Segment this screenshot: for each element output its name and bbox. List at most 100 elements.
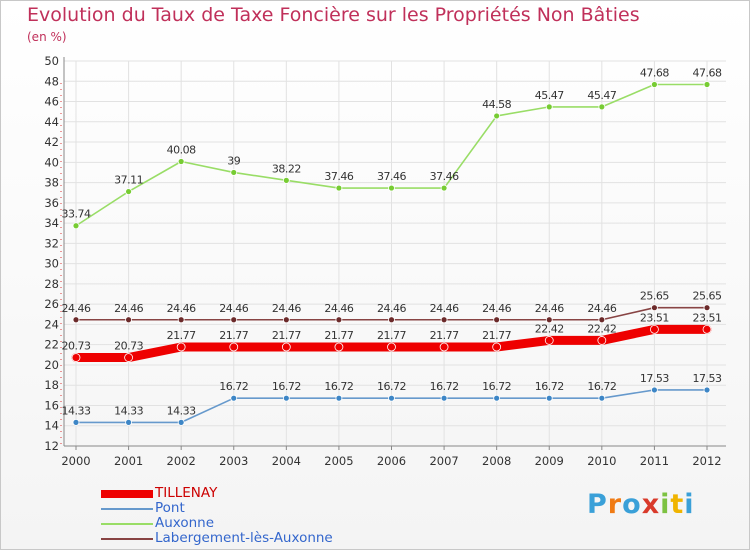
data-label: 24.46 [430,302,459,315]
data-point [702,324,712,334]
data-point [598,103,606,111]
legend-label: Pont [155,500,185,516]
data-point [177,158,185,165]
data-label: 24.46 [377,302,406,315]
data-point [492,342,502,352]
x-tick-label: 2009 [535,454,564,468]
legend-label: Auxonne [155,515,215,531]
data-point [281,342,291,352]
data-label: 44.58 [482,98,511,111]
data-point [282,394,290,402]
logo-letter: o [622,489,642,520]
data-point [388,184,395,192]
data-label: 21.77 [272,329,301,342]
data-label: 16.72 [535,380,564,393]
chart-title: Evolution du Taux de Taxe Foncière sur l… [27,4,640,26]
data-label: 33.74 [62,208,91,221]
data-label: 20.73 [114,340,143,353]
data-point [703,304,711,312]
data-point [177,418,185,426]
data-label: 14.33 [62,404,91,417]
data-point [72,222,80,230]
y-tick-label: 40 [44,155,59,169]
data-point [440,184,448,192]
data-label: 16.72 [587,380,616,393]
data-point [597,336,607,345]
data-label: 24.46 [167,302,196,315]
data-point [440,394,448,402]
data-label: 21.77 [324,329,353,342]
logo-letter: t [670,489,685,520]
data-label: 39 [227,154,240,167]
y-tick-label: 18 [44,378,59,392]
data-point [651,81,658,88]
data-label: 24.46 [272,302,301,315]
data-point [125,418,132,426]
data-point [230,394,238,402]
data-label: 20.73 [62,340,91,353]
data-label: 16.72 [377,380,406,393]
y-tick-label: 50 [44,54,59,68]
data-point [545,103,553,111]
data-label: 21.77 [377,329,406,342]
x-tick-label: 2008 [482,454,511,468]
data-point [545,316,553,324]
data-label: 24.46 [62,302,91,315]
data-label: 24.46 [587,302,616,315]
data-point [230,169,238,176]
data-label: 24.46 [482,302,511,315]
x-tick-label: 2004 [272,454,301,468]
data-point [703,386,711,394]
x-tick-label: 2005 [324,454,353,468]
legend-swatch [101,523,153,525]
data-label: 22.42 [535,322,564,335]
data-point [493,112,501,120]
data-label: 24.46 [219,302,248,315]
logo-letter: i [684,489,695,520]
x-tick-label: 2010 [587,454,616,468]
y-tick-label: 32 [44,236,59,250]
x-tick-label: 2001 [114,454,143,468]
data-point [176,342,186,352]
data-label: 17.53 [640,372,669,385]
legend-swatch [101,508,153,510]
data-label: 40.08 [167,144,196,157]
legend-label: TILLENAY [155,485,218,501]
x-tick-label: 2006 [377,454,406,468]
data-point [703,81,711,88]
y-tick-label: 26 [44,297,59,311]
logo-letter: x [641,489,661,520]
y-tick-label: 22 [44,338,59,352]
data-point [544,336,554,345]
data-label: 45.47 [587,89,616,102]
x-tick-label: 2012 [692,454,721,468]
data-point [335,394,343,402]
legend-swatch [101,538,153,540]
data-point [230,316,238,324]
x-tick-label: 2002 [167,454,196,468]
data-point [651,304,658,312]
data-label: 37.46 [324,170,353,183]
data-label: 16.72 [219,380,248,393]
data-point [440,316,448,324]
data-label: 21.77 [430,329,459,342]
data-label: 21.77 [167,329,196,342]
data-label: 21.77 [219,329,248,342]
proxiti-logo: Proxiti [587,489,695,520]
data-point [124,353,133,362]
y-tick-label: 30 [44,257,59,271]
data-label: 37.11 [114,174,143,187]
data-label: 24.46 [324,302,353,315]
data-label: 16.72 [482,380,511,393]
y-tick-label: 34 [44,216,59,230]
x-tick-label: 2007 [429,454,458,468]
y-tick-label: 28 [44,277,59,291]
y-tick-label: 36 [44,196,59,210]
x-tick-label: 2011 [640,454,669,468]
logo-letter: r [607,489,623,520]
y-tick-label: 24 [44,317,59,331]
data-point [334,342,344,352]
data-point [598,316,606,324]
y-tick-label: 14 [44,419,59,433]
